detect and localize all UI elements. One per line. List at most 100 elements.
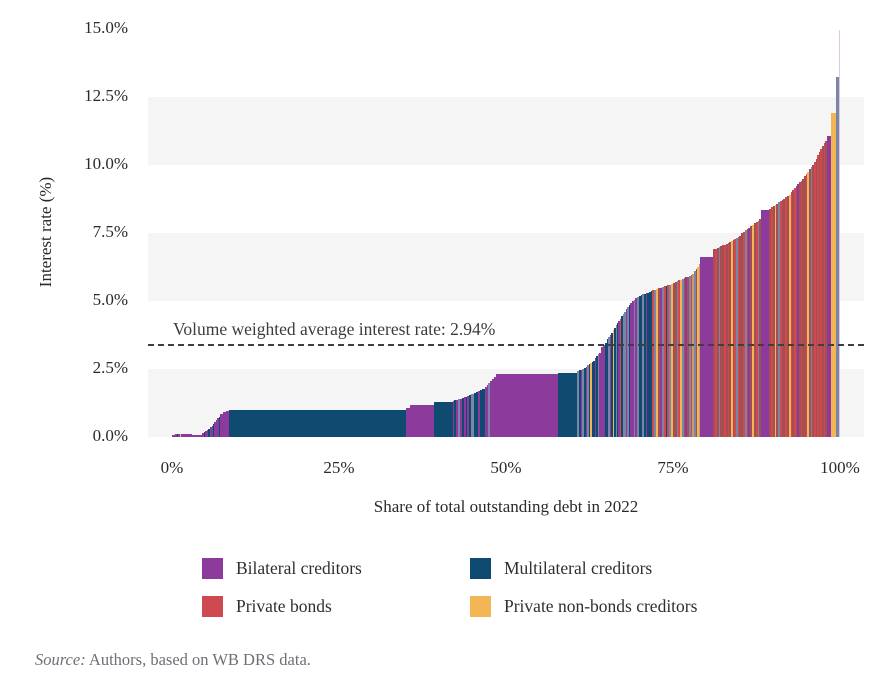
legend-label: Multilateral creditors <box>504 558 653 578</box>
bar-segment <box>218 416 221 437</box>
bar-segment <box>191 435 197 437</box>
bar-segment <box>467 396 470 437</box>
bar-segment <box>744 230 747 437</box>
bar-segment <box>722 245 725 437</box>
x-tick-label: 0% <box>160 458 184 477</box>
bar-segment <box>628 305 631 437</box>
bar-segment <box>482 389 485 437</box>
bar-segment <box>690 275 693 437</box>
bar-segment <box>202 432 204 437</box>
y-tick-label: 2.5% <box>92 358 128 377</box>
bar-segment <box>665 285 668 437</box>
bar-segment <box>212 423 215 437</box>
bar-segment <box>693 271 696 437</box>
bar-segment <box>618 320 621 437</box>
bar-segment <box>820 148 823 437</box>
bar-segment <box>688 275 691 437</box>
bar-segment <box>608 336 611 437</box>
bar-segment <box>184 434 192 437</box>
bar-segment <box>808 169 811 437</box>
bar-segment <box>795 186 798 437</box>
bar-segment <box>731 240 734 437</box>
source-note: Source: Authors, based on WB DRS data. <box>35 650 311 670</box>
bar-segment <box>714 248 718 437</box>
bar-segment <box>593 360 596 437</box>
bar-segment <box>614 328 616 437</box>
legend-label: Private non-bonds creditors <box>504 596 698 616</box>
bar-segment <box>713 249 716 437</box>
bar-segment <box>681 278 684 437</box>
bar-segment <box>459 398 463 437</box>
bar-segment <box>621 316 623 437</box>
bar-segment <box>183 434 185 437</box>
bar-segment <box>742 231 746 437</box>
x-tick-label: 100% <box>820 458 860 477</box>
bar-segment <box>558 372 578 437</box>
y-tick-label: 5.0% <box>92 290 128 309</box>
bar-segment <box>778 202 781 437</box>
bar-segment <box>781 199 784 437</box>
bar-segment <box>180 434 183 437</box>
bar-segment <box>465 396 468 437</box>
bar-segment <box>823 143 826 437</box>
bar-segment <box>807 171 810 437</box>
bar-segment <box>596 356 599 437</box>
bar-segment <box>785 197 788 437</box>
bar-segment <box>484 386 487 437</box>
bar-segment <box>179 434 182 437</box>
bar-segment <box>805 173 808 437</box>
bar-segment <box>675 281 678 437</box>
bar-segment <box>746 228 749 437</box>
bar-segment <box>671 283 674 437</box>
bar-segment <box>663 286 666 437</box>
bar-segment <box>659 287 663 437</box>
average-rate-dashed-line <box>148 343 864 346</box>
bar-segment <box>210 427 212 437</box>
bar-segment <box>673 283 676 437</box>
bar-segment <box>616 323 619 437</box>
bar-segment <box>602 345 606 437</box>
bar-segment <box>486 384 489 437</box>
bar-segment <box>214 422 217 437</box>
bar-segment <box>580 369 583 437</box>
bar-segment <box>716 247 719 437</box>
bar-segment <box>228 409 407 437</box>
bar-segment <box>475 392 479 437</box>
bar-segment <box>769 208 772 437</box>
bar-segment <box>409 404 435 437</box>
bar-segment <box>821 145 824 437</box>
bar-segment <box>724 244 727 437</box>
bar-segment <box>612 330 615 437</box>
bar-segment <box>741 233 744 437</box>
bar-segment <box>757 220 760 437</box>
bar-segment <box>810 167 813 437</box>
bar-segment <box>211 425 214 437</box>
bar-segment <box>739 235 742 437</box>
bar-segment <box>220 413 224 437</box>
bar-segment <box>718 246 721 437</box>
bar-segment <box>692 273 695 437</box>
legend-label: Private bonds <box>236 596 332 616</box>
bar-segment <box>585 366 588 437</box>
bar-segment <box>175 434 178 437</box>
bar-segment <box>802 178 805 437</box>
bar-segment <box>695 269 698 437</box>
bar-segment <box>178 434 180 437</box>
y-tick-label: 15.0% <box>84 18 128 37</box>
bar-segment <box>727 242 730 437</box>
bar-segment <box>205 430 208 437</box>
bar-segment <box>406 408 409 437</box>
x-tick-label: 75% <box>657 458 689 477</box>
bar-segment <box>643 293 646 437</box>
bar-segment <box>177 434 179 437</box>
bar-segment <box>203 431 206 437</box>
bar-segment <box>215 420 218 437</box>
bar-segment <box>217 418 219 437</box>
x-tick-label: 50% <box>490 458 522 477</box>
bar-segment <box>624 311 626 437</box>
bar-segment <box>800 180 803 437</box>
bar-segment <box>657 288 661 437</box>
bar-segment <box>637 296 640 437</box>
bar-segment <box>774 204 777 437</box>
bar-segment <box>473 393 477 437</box>
